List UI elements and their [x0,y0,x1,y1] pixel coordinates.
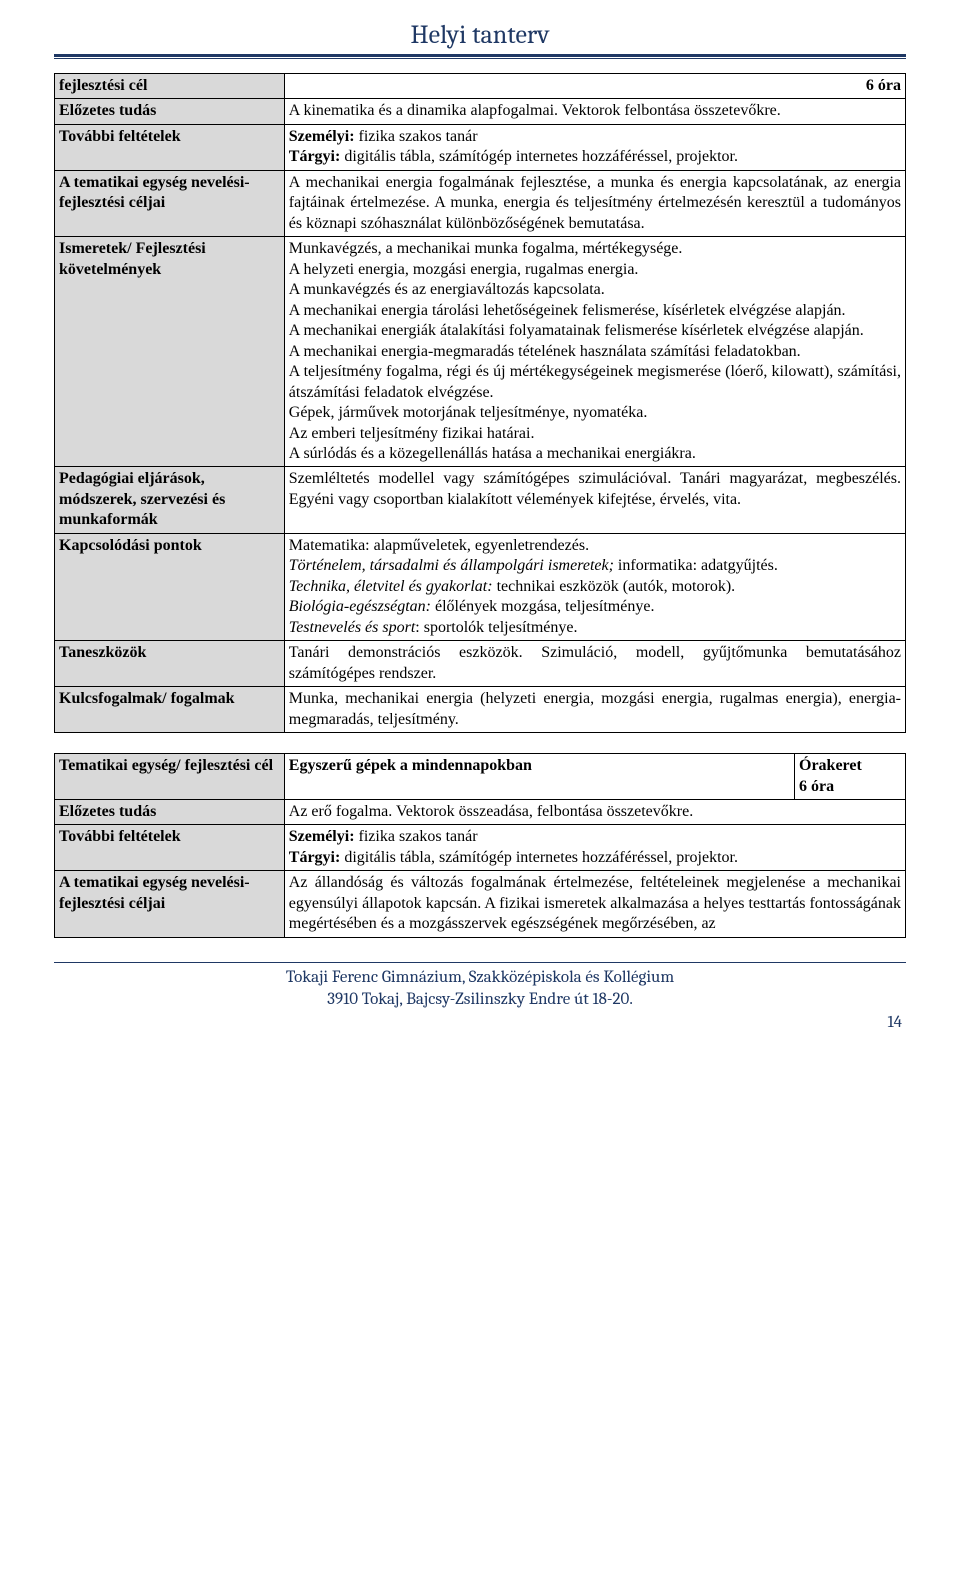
title-underline [54,54,906,59]
table-row: Kapcsolódási pontokMatematika: alapművel… [55,533,906,640]
row-content: Szemléltetés modellel vagy számítógépes … [284,467,905,533]
table-row: Pedagógiai eljárások, módszerek, szervez… [55,467,906,533]
table-row: A tematikai egység nevelési-fejlesztési … [55,871,906,937]
row-content: Személyi: fizika szakos tanárTárgyi: dig… [284,124,905,170]
table-row: Kulcsfogalmak/ fogalmakMunka, mechanikai… [55,687,906,733]
curriculum-table-1: fejlesztési cél6 óraElőzetes tudásA kine… [54,73,906,733]
table-row: Előzetes tudásA kinematika és a dinamika… [55,99,906,124]
table-row: Előzetes tudásAz erő fogalma. Vektorok ö… [55,800,906,825]
row-label: Előzetes tudás [55,99,285,124]
table-row: fejlesztési cél6 óra [55,74,906,99]
row-content: Munkavégzés, a mechanikai munka fogalma,… [284,237,905,467]
row-content: 6 óra [284,74,905,99]
row-label: A tematikai egység nevelési-fejlesztési … [55,170,285,236]
row-label: További feltételek [55,124,285,170]
row-label: Kapcsolódási pontok [55,533,285,640]
row-content: A kinematika és a dinamika alapfogalmai.… [284,99,905,124]
row-content: Az állandóság és változás fogalmának ért… [284,871,905,937]
page-title: Helyi tanterv [54,20,906,50]
row-content: Munka, mechanikai energia (helyzeti ener… [284,687,905,733]
row-content: Személyi: fizika szakos tanárTárgyi: dig… [284,825,905,871]
table-row: További feltételekSzemélyi: fizika szako… [55,124,906,170]
row-label: Ismeretek/ Fejlesztési követelmények [55,237,285,467]
row-content: Az erő fogalma. Vektorok összeadása, fel… [284,800,905,825]
table-row: További feltételekSzemélyi: fizika szako… [55,825,906,871]
table-row: A tematikai egység nevelési-fejlesztési … [55,170,906,236]
page-number: 14 [54,1013,906,1032]
row-content: Tanári demonstrációs eszközök. Szimuláci… [284,641,905,687]
row-label: Pedagógiai eljárások, módszerek, szervez… [55,467,285,533]
footer: Tokaji Ferenc Gimnázium, Szakközépiskola… [54,962,906,1011]
row-label: A tematikai egység nevelési-fejlesztési … [55,871,285,937]
footer-line [54,962,906,963]
page-container: Helyi tanterv fejlesztési cél6 óraElőzet… [0,0,960,1052]
row-label: Kulcsfogalmak/ fogalmak [55,687,285,733]
curriculum-table-2: Tematikai egység/ fejlesztési célEgyszer… [54,753,906,938]
footer-address: 3910 Tokaj, Bajcsy-Zsilinszky Endre út 1… [54,989,906,1011]
row-content: A mechanikai energia fogalmának fejleszt… [284,170,905,236]
row-label: fejlesztési cél [55,74,285,99]
table-row: Tematikai egység/ fejlesztési célEgyszer… [55,754,906,800]
row-label: Előzetes tudás [55,800,285,825]
unit-title: Egyszerű gépek a mindennapokban [285,754,795,799]
table-spacer [54,733,906,753]
row-label: Taneszközök [55,641,285,687]
table-row: Ismeretek/ Fejlesztési követelményekMunk… [55,237,906,467]
footer-institution: Tokaji Ferenc Gimnázium, Szakközépiskola… [54,967,906,989]
row-label: További feltételek [55,825,285,871]
unit-hours: Órakeret6 óra [795,754,905,799]
table-row: TaneszközökTanári demonstrációs eszközök… [55,641,906,687]
row-label: Tematikai egység/ fejlesztési cél [55,754,285,800]
row-content: Egyszerű gépek a mindennapokbanÓrakeret6… [284,754,905,800]
row-content: Matematika: alapműveletek, egyenletrende… [284,533,905,640]
